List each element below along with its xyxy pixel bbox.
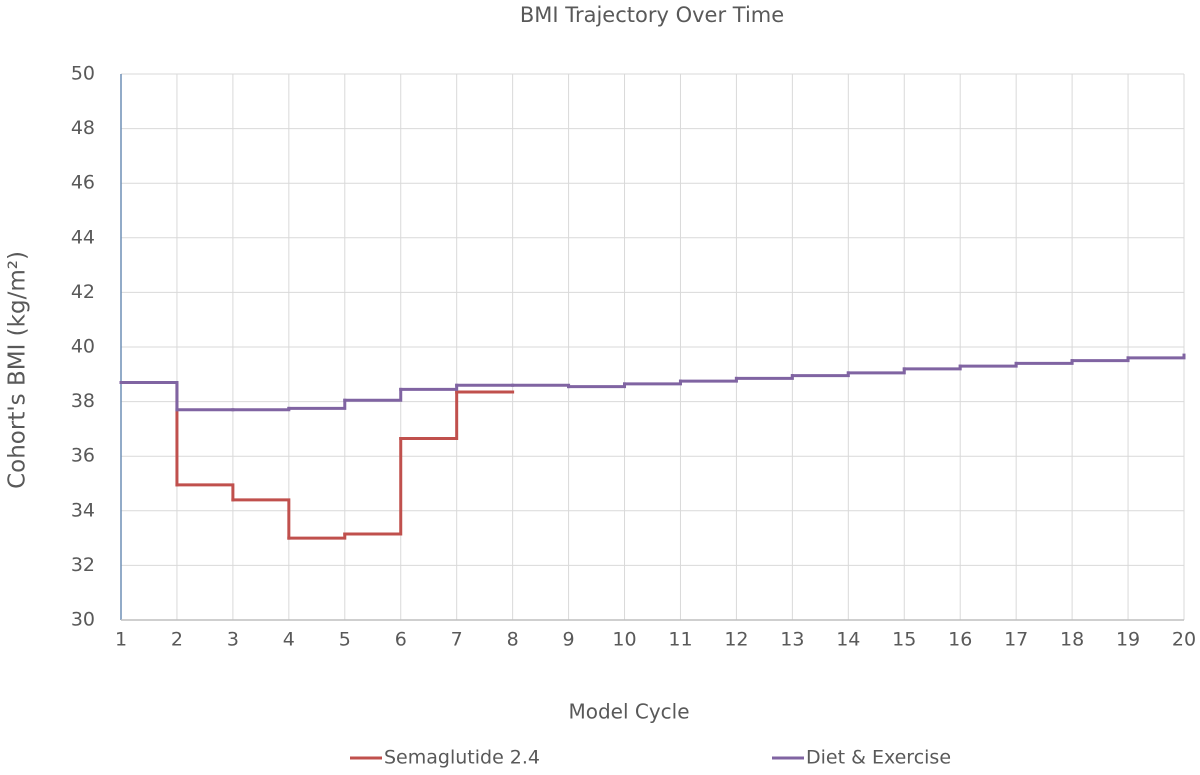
step-segment — [678, 376, 738, 383]
step-segment — [902, 364, 962, 371]
step-segment — [343, 436, 403, 536]
chart-title: BMI Trajectory Over Time — [520, 3, 784, 27]
x-tick-label: 6 — [395, 629, 407, 651]
x-tick-label: 2 — [171, 629, 183, 651]
y-tick-label: 50 — [71, 63, 95, 85]
x-tick-label: 12 — [724, 629, 748, 651]
y-axis-title: Cohort's BMI (kg/m²) — [5, 251, 31, 489]
step-segment — [399, 390, 459, 440]
y-tick-label: 48 — [71, 117, 95, 139]
x-tick-label: 3 — [227, 629, 239, 651]
step-segment — [287, 532, 347, 540]
step-segment — [567, 382, 627, 389]
x-tick-label: 4 — [283, 629, 295, 651]
legend-label: Diet & Exercise — [806, 747, 951, 769]
step-segment — [958, 361, 1018, 368]
y-tick-label: 36 — [71, 445, 95, 467]
y-tick-label: 38 — [71, 390, 95, 412]
step-segment — [175, 483, 235, 502]
x-axis-title: Model Cycle — [568, 700, 689, 724]
x-tick-label: 13 — [780, 629, 804, 651]
step-segment — [287, 398, 347, 410]
x-tick-label: 14 — [836, 629, 860, 651]
y-tick-label: 42 — [71, 281, 95, 303]
step-segment — [846, 367, 906, 375]
y-tick-label: 40 — [71, 336, 95, 358]
x-tick-label: 7 — [451, 629, 463, 651]
step-segment — [734, 374, 794, 380]
x-tick-label: 8 — [507, 629, 519, 651]
step-segment — [119, 380, 179, 487]
legend-label: Semaglutide 2.4 — [384, 747, 540, 769]
x-tick-label: 19 — [1116, 629, 1140, 651]
x-tick-label: 9 — [563, 629, 575, 651]
step-segment — [343, 387, 403, 402]
x-tick-label: 17 — [1004, 629, 1028, 651]
step-segment — [790, 371, 850, 378]
x-tick-label: 5 — [339, 629, 351, 651]
y-tick-label: 44 — [71, 226, 95, 248]
step-segment — [1126, 353, 1186, 360]
step-segment — [231, 406, 291, 412]
x-tick-label: 16 — [948, 629, 972, 651]
step-segment — [1014, 359, 1074, 365]
x-tick-label: 1 — [115, 629, 127, 651]
y-tick-label: 46 — [71, 172, 95, 194]
y-tick-label: 34 — [71, 499, 95, 521]
y-tick-label: 30 — [71, 609, 95, 631]
x-tick-label: 11 — [668, 629, 692, 651]
x-tick-label: 18 — [1060, 629, 1084, 651]
step-segment — [623, 379, 682, 386]
step-segment — [399, 383, 459, 391]
y-tick-label: 32 — [71, 554, 95, 576]
x-tick-label: 10 — [612, 629, 636, 651]
step-segment — [231, 498, 291, 540]
x-tick-label: 15 — [892, 629, 916, 651]
step-segment — [119, 380, 179, 412]
step-segment — [511, 383, 571, 389]
x-tick-label: 20 — [1172, 629, 1196, 651]
step-segment — [1070, 356, 1130, 363]
